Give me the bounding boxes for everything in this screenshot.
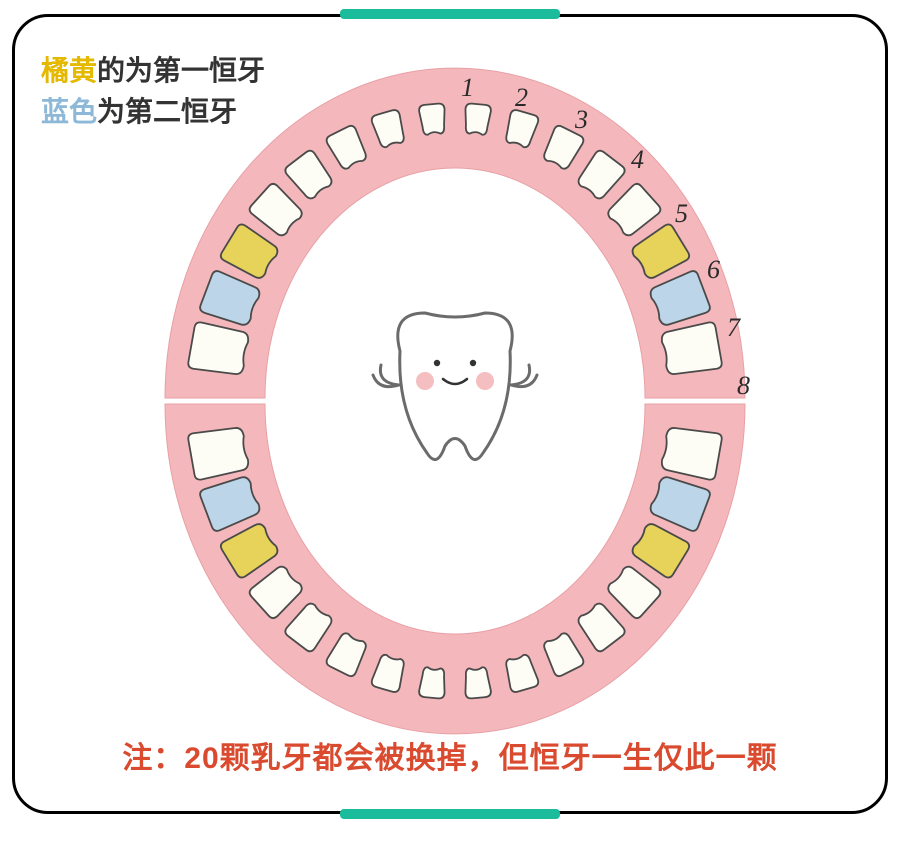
tooth-number-8: 8: [737, 371, 750, 401]
legend-key2-color: 蓝色: [41, 96, 97, 127]
tooth-number-6: 6: [707, 255, 720, 285]
arch-svg: [145, 51, 765, 741]
tooth-mascot: [373, 313, 537, 460]
tooth-number-7: 7: [727, 313, 740, 343]
dental-arch-diagram: 1 2 3 4 567 8: [145, 51, 765, 741]
tooth-number-1: 1: [461, 73, 474, 103]
legend-key1-color: 橘黄: [41, 55, 97, 86]
top-accent-tab: [340, 9, 560, 19]
tooth-number-3: 3: [575, 105, 588, 135]
tooth-number-5: 5: [675, 199, 688, 229]
footnote: 注：20颗乳牙都会被换掉，但恒牙一生仅此一颗: [15, 733, 885, 777]
tooth-number-4: 4: [631, 145, 644, 175]
card-frame: 橘黄的为第一恒牙 蓝色为第二恒牙 12345678 注：20颗乳牙都会被换掉，但…: [12, 14, 888, 814]
bottom-accent-tab: [340, 809, 560, 819]
tooth-number-2: 2: [515, 83, 528, 113]
